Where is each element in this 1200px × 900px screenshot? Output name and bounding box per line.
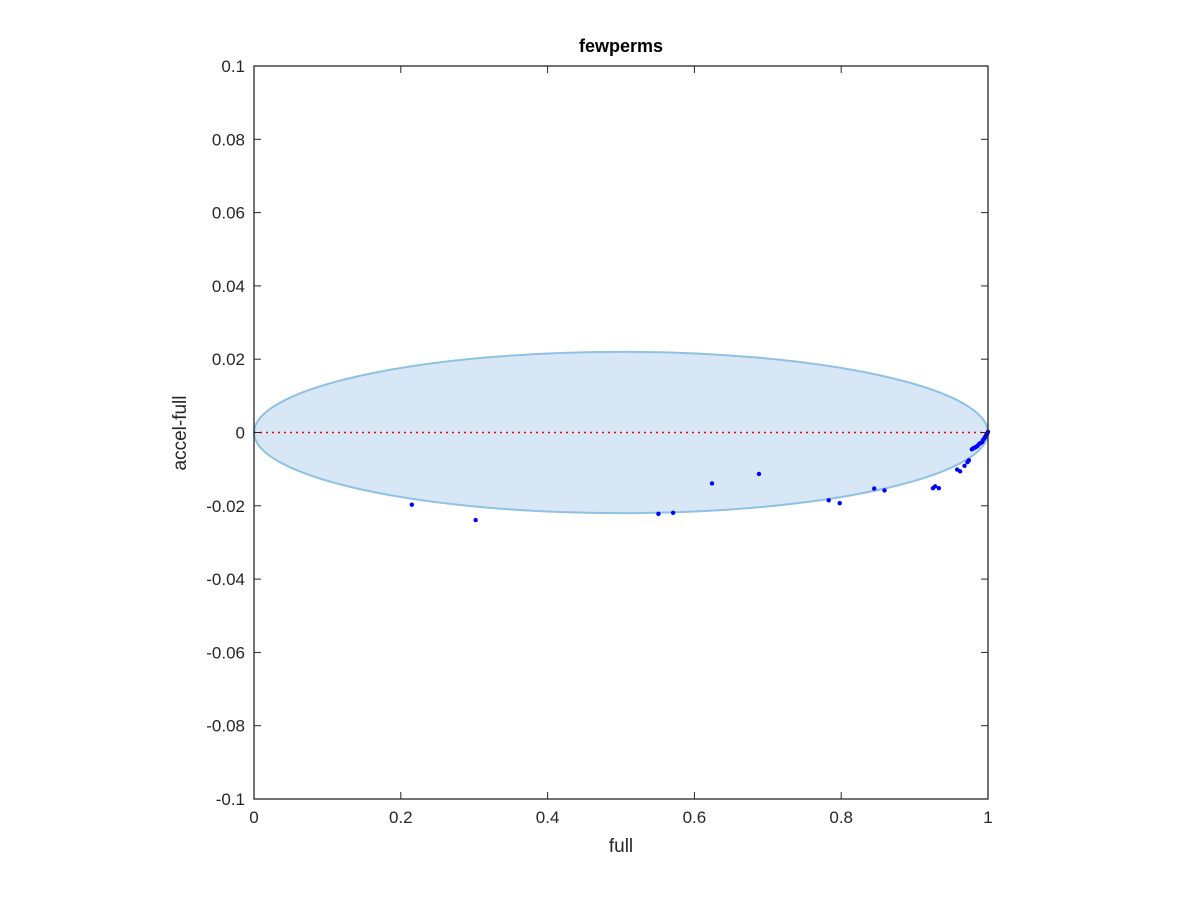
chart-title: fewperms <box>579 36 663 56</box>
data-point <box>826 498 831 503</box>
x-tick-label: 0 <box>249 808 258 827</box>
data-point <box>957 469 963 474</box>
data-point <box>936 486 942 491</box>
data-point <box>962 463 967 469</box>
y-tick-label: 0.1 <box>221 57 245 76</box>
data-point <box>837 501 842 506</box>
data-point <box>756 471 762 477</box>
x-tick-label: 0.4 <box>536 808 560 827</box>
x-axis-label: full <box>609 836 633 857</box>
data-point <box>670 510 676 515</box>
y-tick-label: -0.02 <box>206 497 245 516</box>
x-tick-label: 0.8 <box>829 808 853 827</box>
y-tick-label: 0.04 <box>212 277 245 296</box>
data-point <box>932 484 938 489</box>
y-tick-label: -0.04 <box>206 570 245 589</box>
data-point <box>872 486 877 491</box>
y-tick-label: -0.08 <box>206 717 245 736</box>
x-tick-label: 1 <box>983 808 992 827</box>
x-tick-label: 0.2 <box>389 808 413 827</box>
data-point <box>882 488 887 493</box>
x-tick-label: 0.6 <box>683 808 707 827</box>
y-tick-label: 0 <box>236 424 245 443</box>
y-tick-label: 0.08 <box>212 130 245 149</box>
data-point <box>473 517 478 523</box>
y-tick-label: 0.02 <box>212 350 245 369</box>
plot-area: 0 0.2 0.4 0.6 0.8 1 -0.1 -0.08 -0.06 -0.04 -0.02 0 0… <box>206 57 992 827</box>
y-tick-label: 0.06 <box>212 204 245 223</box>
y-axis-label: accel-full <box>170 396 191 471</box>
y-tick-label: -0.1 <box>216 790 245 809</box>
data-point <box>709 481 715 486</box>
data-point <box>656 511 661 517</box>
data-point <box>966 458 972 463</box>
y-tick-label: -0.06 <box>206 643 245 662</box>
data-point <box>409 502 415 507</box>
